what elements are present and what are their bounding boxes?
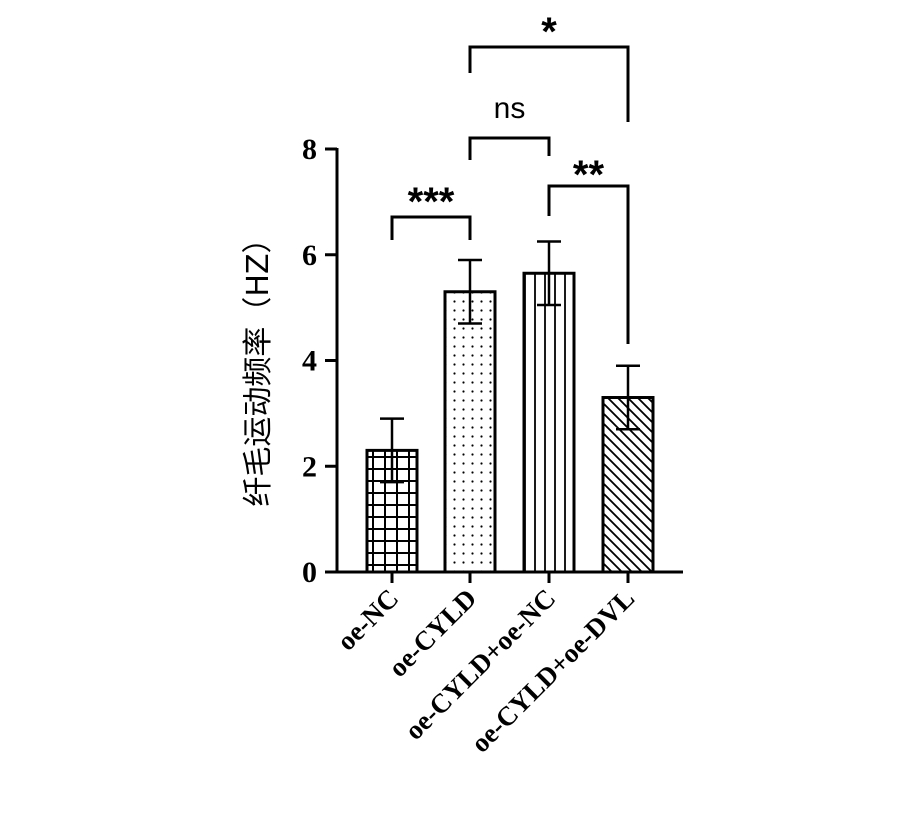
y-tick-label-4: 4 [302,345,317,378]
bar-oe-CYLD [443,290,497,574]
y-tick-label-8: 8 [302,133,317,166]
x-tick-label-oe-NC: oe-NC [331,583,404,656]
y-axis-label: 纤毛运动频率（HZ） [241,223,276,506]
bars-layer [365,240,655,574]
significance-bracket-2: ns [468,92,551,160]
significance-label-4: * [541,10,557,54]
significance-label-1: *** [408,180,455,224]
bracket-line-1 [390,215,472,240]
significance-bracket-1: *** [390,180,472,240]
significance-bracket-4: * [468,10,630,122]
y-tick-label-2: 2 [302,450,317,483]
significance-layer: ***ns*** [390,10,630,344]
bracket-line-2 [468,136,551,160]
y-tick-label-6: 6 [302,239,317,272]
significance-label-3: ** [573,153,605,197]
bracket-line-3 [547,184,630,344]
significance-bracket-3: ** [547,153,630,344]
significance-label-2: ns [494,92,526,125]
bar-oe-CYLD+oe-NC [522,271,576,574]
bracket-line-4 [468,45,630,122]
y-tick-label-0: 0 [302,556,317,589]
